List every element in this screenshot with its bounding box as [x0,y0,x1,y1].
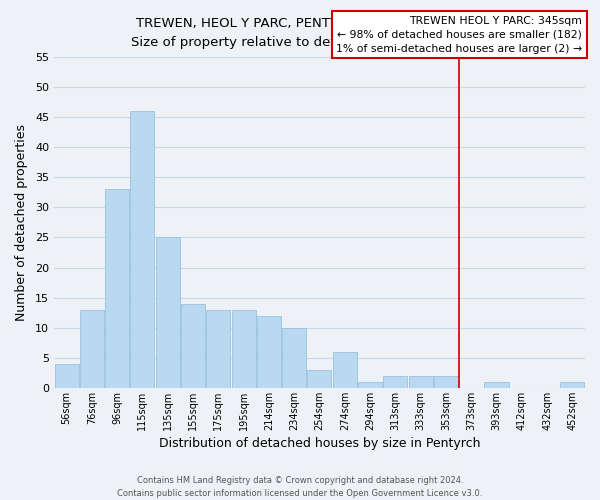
Bar [333,352,357,388]
Bar [105,190,129,388]
Bar [232,310,256,388]
Title: TREWEN, HEOL Y PARC, PENTYRCH, CARDIFF, CF15 9NB
Size of property relative to de: TREWEN, HEOL Y PARC, PENTYRCH, CARDIFF, … [131,16,508,48]
Text: TREWEN HEOL Y PARC: 345sqm
← 98% of detached houses are smaller (182)
1% of semi: TREWEN HEOL Y PARC: 345sqm ← 98% of deta… [336,16,583,54]
Bar [257,316,281,388]
Bar [55,364,79,388]
Bar [130,111,154,388]
Bar [560,382,584,388]
Bar [206,310,230,388]
Text: Contains HM Land Registry data © Crown copyright and database right 2024.
Contai: Contains HM Land Registry data © Crown c… [118,476,482,498]
Y-axis label: Number of detached properties: Number of detached properties [15,124,28,321]
Bar [358,382,382,388]
Bar [409,376,433,388]
Bar [434,376,458,388]
Bar [282,328,306,388]
Bar [484,382,509,388]
X-axis label: Distribution of detached houses by size in Pentyrch: Distribution of detached houses by size … [159,437,480,450]
Bar [181,304,205,388]
Bar [156,238,180,388]
Bar [80,310,104,388]
Bar [383,376,407,388]
Bar [307,370,331,388]
